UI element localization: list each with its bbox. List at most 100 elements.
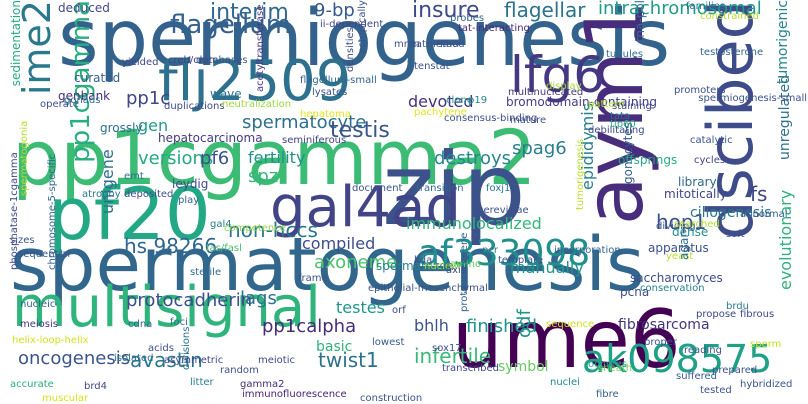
word: fs	[750, 182, 768, 206]
word: tatmethod	[412, 39, 465, 50]
word: operate	[40, 99, 79, 110]
word: brd4	[84, 381, 107, 392]
word: axoneme	[314, 252, 398, 273]
word: genbank	[58, 89, 111, 103]
word: flatl	[440, 39, 460, 50]
word: zip	[382, 131, 526, 248]
word: families	[686, 1, 726, 12]
word: cycles	[694, 155, 726, 166]
word: flagellum-small	[300, 75, 377, 86]
word: spermiogenesis	[58, 0, 671, 84]
word: spermatogenesis	[10, 222, 645, 308]
word: devoted	[408, 92, 474, 111]
word: sedimentation	[9, 0, 23, 87]
word: immunolocalized	[406, 214, 542, 233]
word: pf20	[48, 172, 211, 256]
word: acids	[148, 343, 174, 354]
word: tumorigenic	[775, 0, 791, 85]
word: mature	[510, 115, 547, 126]
word: epithelial-mesenchymal	[368, 283, 488, 294]
word: meiosis	[20, 319, 58, 330]
word: orf	[392, 305, 406, 316]
word: p19	[468, 95, 488, 106]
word: isolated	[114, 353, 154, 364]
word: ii-dependent	[320, 19, 384, 30]
word: spz	[248, 166, 279, 187]
word: library	[678, 175, 717, 189]
word: pachytene	[414, 107, 467, 118]
word: af333098	[418, 233, 591, 274]
word: emt	[124, 171, 144, 182]
word: debilitating	[588, 125, 645, 136]
word: hs.98266	[124, 234, 218, 258]
word: oncogenesis	[18, 348, 131, 369]
word: reading	[684, 345, 722, 356]
word: flagellar	[504, 0, 586, 22]
word: symbol	[498, 359, 549, 375]
word: offsprings	[618, 153, 678, 167]
word: densities	[345, 27, 356, 72]
word: foci	[170, 317, 188, 328]
word: sperm	[750, 339, 782, 350]
word: unregulated	[777, 74, 793, 160]
word: twist1	[318, 348, 379, 372]
word: gen	[138, 116, 169, 135]
word: rna-pol	[633, 0, 647, 43]
word: destroys	[434, 148, 511, 169]
word: acetyltransferase	[255, 4, 266, 92]
word: tip60	[610, 119, 636, 130]
word: nucleic	[20, 299, 56, 310]
word: agar	[677, 232, 691, 260]
word: tubules	[606, 49, 644, 60]
word: helix-loop-helix	[12, 335, 89, 346]
word: multisignal	[12, 275, 321, 340]
word: finished	[466, 316, 538, 337]
word: apparatus	[648, 241, 709, 255]
word: tenstat	[414, 61, 450, 72]
word: fibre	[596, 389, 619, 400]
word: duplications	[164, 101, 225, 112]
word: hop1	[656, 210, 707, 234]
word: manually	[510, 258, 584, 277]
word: brdu	[726, 301, 749, 312]
word: incorporation	[554, 245, 621, 256]
word: spag6	[512, 138, 567, 159]
word: pcr	[482, 245, 498, 256]
word: mnm	[394, 39, 420, 50]
word: sequence	[546, 319, 595, 330]
word: hepatoma	[300, 109, 351, 120]
word: deduced	[58, 1, 110, 15]
word: sheath	[598, 363, 633, 374]
word: atrophy	[82, 189, 121, 200]
word: mitotically	[664, 187, 727, 201]
word: cdna	[128, 319, 153, 330]
word: competence	[224, 223, 286, 234]
word: display	[546, 81, 582, 92]
word: pattern	[588, 99, 625, 110]
word: soft	[726, 229, 745, 240]
word: fibrous	[740, 309, 775, 320]
word: multinucleated	[508, 87, 584, 98]
word: intrachromosomal	[598, 0, 762, 19]
word: fertility	[248, 148, 306, 167]
word: transition	[416, 183, 464, 194]
word: ime2	[15, 0, 59, 96]
word: catalytic	[690, 135, 733, 146]
word: neutralization	[222, 99, 292, 110]
word: kda	[414, 255, 433, 266]
word: conservation	[640, 283, 705, 294]
word: creb/crem	[168, 55, 219, 66]
word: amino	[450, 259, 482, 270]
word: protocadherin	[126, 290, 253, 311]
word: asymmetric	[164, 355, 224, 366]
word: propose	[696, 309, 737, 320]
word: testes	[336, 298, 385, 317]
word: fibrosarcoma	[618, 317, 710, 333]
word: tumorigenesis	[575, 138, 586, 210]
word: litter	[190, 377, 214, 388]
word: non-hccs	[228, 218, 318, 242]
word: compiled	[302, 234, 376, 253]
word: nuclear	[424, 261, 462, 272]
word: pcna	[620, 285, 650, 299]
